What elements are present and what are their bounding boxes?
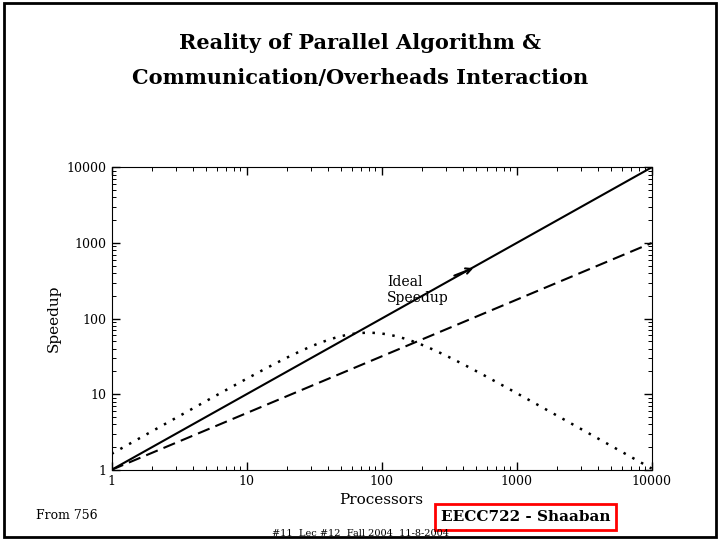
- Text: From 756: From 756: [36, 509, 98, 522]
- Text: Ideal
Speedup: Ideal Speedup: [387, 268, 471, 305]
- X-axis label: Processors: Processors: [340, 493, 423, 507]
- Text: #11  Lec #12  Fall 2004  11-8-2004: #11 Lec #12 Fall 2004 11-8-2004: [271, 529, 449, 538]
- Y-axis label: Speedup: Speedup: [48, 285, 61, 352]
- Text: EECC722 - Shaaban: EECC722 - Shaaban: [441, 510, 611, 524]
- Text: Communication/Overheads Interaction: Communication/Overheads Interaction: [132, 68, 588, 89]
- Text: Reality of Parallel Algorithm &: Reality of Parallel Algorithm &: [179, 33, 541, 53]
